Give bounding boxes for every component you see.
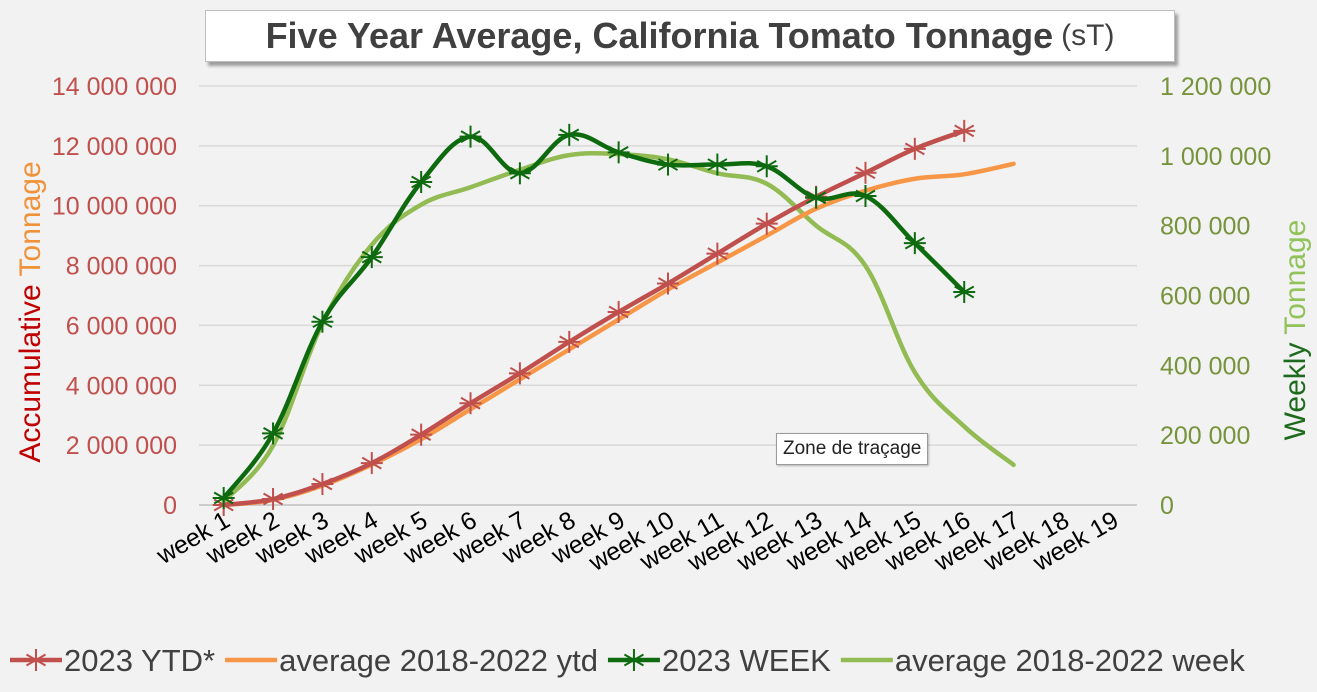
data-point	[854, 161, 877, 184]
legend-item: average 2018-2022 week	[840, 643, 1245, 678]
right-tick-label: 0	[1160, 492, 1174, 520]
legend-item: 2023 YTD*	[10, 643, 215, 678]
left-axis-ticks: 0 2 000 000 4 000 000 6 000 000 8 000 000 10 …	[52, 73, 177, 520]
data-point	[262, 422, 285, 445]
right-axis-title: Weekly Tonnage	[1279, 220, 1312, 441]
data-point	[706, 153, 729, 176]
data-point	[805, 186, 828, 209]
legend: 2023 YTD* average 2018-2022 ytd 2023 WEEK a…	[10, 643, 1245, 678]
chart-title-box: Five Year Average, California Tomato Ton…	[205, 10, 1175, 62]
data-point	[459, 125, 482, 148]
right-tick-label: 200 000	[1160, 422, 1250, 450]
data-point	[360, 452, 383, 475]
data-point	[508, 162, 531, 185]
series-layer	[212, 119, 1016, 516]
data-point	[459, 392, 482, 415]
right-tick-label: 1 200 000	[1160, 73, 1271, 101]
data-point	[410, 171, 433, 194]
data-point	[953, 281, 976, 304]
left-tick-label: 4 000 000	[66, 372, 177, 400]
data-point	[558, 123, 581, 146]
legend-item: average 2018-2022 ytd	[225, 643, 598, 678]
data-point	[508, 362, 531, 385]
data-point	[212, 487, 235, 510]
right-tick-label: 800 000	[1160, 213, 1250, 241]
left-tick-label: 6 000 000	[66, 312, 177, 340]
data-point	[903, 232, 926, 255]
legend-marker	[622, 649, 645, 671]
axis-title-part: Tonnage	[14, 161, 47, 276]
legend-label: average 2018-2022 week	[895, 643, 1245, 678]
left-tick-label: 10 000 000	[52, 193, 177, 221]
right-tick-label: 1 000 000	[1160, 143, 1271, 171]
data-point	[854, 184, 877, 207]
axis-title-part: Tonnage	[1279, 220, 1312, 335]
right-axis-ticks: 0 200 000 400 000 600 000 800 000 1 000 000 1 …	[1160, 73, 1271, 520]
legend-marker	[25, 649, 47, 671]
right-tick-label: 400 000	[1160, 352, 1250, 380]
axis-title-part: Accumulative	[14, 276, 47, 462]
data-point	[607, 300, 630, 323]
data-point	[311, 310, 334, 333]
data-point	[903, 137, 926, 160]
chart-title: Five Year Average, California Tomato Ton…	[265, 15, 1054, 56]
left-tick-label: 14 000 000	[52, 73, 177, 101]
data-point	[706, 242, 729, 265]
left-tick-label: 2 000 000	[66, 432, 177, 460]
data-point	[262, 488, 285, 511]
data-point	[410, 423, 433, 446]
right-tick-label: 600 000	[1160, 283, 1250, 311]
series-line-0	[221, 128, 967, 508]
data-point	[657, 153, 679, 176]
data-point	[657, 272, 679, 295]
left-tick-label: 8 000 000	[66, 253, 177, 281]
data-point	[607, 141, 630, 164]
left-axis-title: Accumulative Tonnage	[14, 161, 47, 462]
legend-item: 2023 WEEK	[607, 643, 831, 678]
axis-title-part: Weekly	[1279, 335, 1312, 441]
data-point	[558, 330, 581, 353]
data-point	[755, 155, 778, 178]
data-point	[755, 212, 778, 235]
data-point	[953, 119, 976, 142]
legend-label: 2023 YTD*	[64, 643, 215, 678]
legend-label: 2023 WEEK	[662, 643, 831, 678]
plot-area-tooltip: Zone de traçage	[776, 433, 929, 465]
chart-title-unit: (sT)	[1061, 19, 1115, 52]
left-tick-label: 0	[163, 492, 177, 520]
left-tick-label: 12 000 000	[52, 133, 177, 161]
legend-label: average 2018-2022 ytd	[279, 643, 598, 678]
data-point	[360, 246, 383, 269]
data-point	[311, 473, 334, 496]
